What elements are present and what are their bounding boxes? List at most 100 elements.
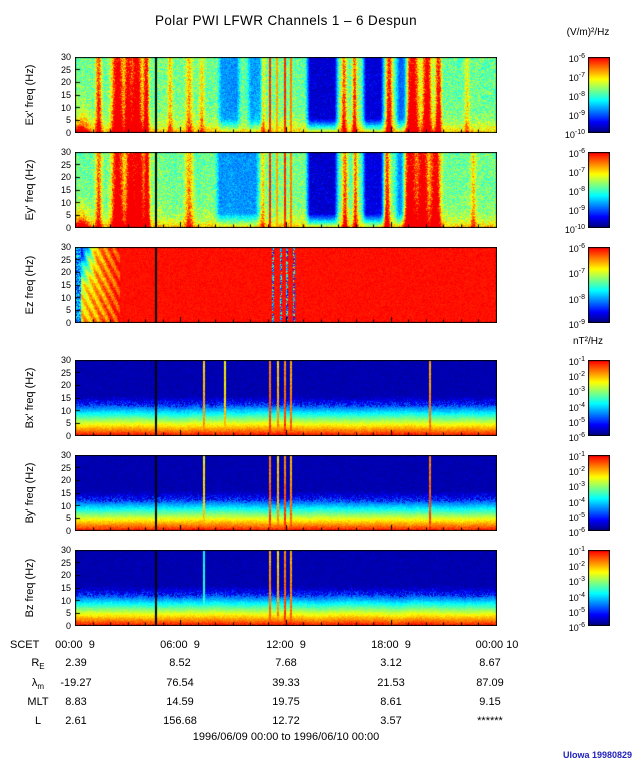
colorbar-tick-label: 10-1 (568, 546, 585, 557)
colorbar-tick-label: 10-8 (568, 293, 585, 305)
colorbar-bx (588, 360, 610, 436)
re-value-3: 3.12 (380, 657, 402, 669)
colorbar-ex (588, 57, 610, 133)
y-tick-label: 15 (60, 90, 71, 100)
ephemeris-row-re: RE 2.39 8.52 7.68 3.12 8.67 (0, 657, 640, 671)
lambda-value-1: 76.54 (166, 677, 194, 689)
y-tick-label: 25 (60, 367, 71, 378)
colorbar-by (588, 455, 610, 531)
ephemeris-row-lambda: λm -19.27 76.54 39.33 21.53 87.09 (0, 677, 640, 691)
x-tick-2: 12:00 9 (266, 639, 306, 651)
colorbar-tick-label: 10-6 (568, 148, 585, 159)
l-value-1: 156.68 (163, 715, 197, 727)
y-axis-label-ex: Ex' freq (Hz) (24, 64, 36, 126)
y-tick-label: 5 (65, 513, 71, 524)
y-tick-label: 20 (60, 570, 71, 581)
x-tick-3: 18:00 9 (371, 639, 411, 651)
lambda-value-2: 39.33 (272, 677, 300, 689)
y-tick-label: 0 (65, 318, 71, 328)
y-tick-label: 30 (60, 147, 71, 157)
mlt-value-1: 14.59 (166, 696, 194, 708)
y-axis-label-ez: Ez freq (Hz) (24, 255, 36, 315)
colorbar-tick-label: 10-3 (568, 386, 585, 398)
y-tick-label: 25 (60, 462, 71, 473)
y-tick-label: 25 (60, 557, 71, 568)
electric-units-label: (V/m)²/Hz (566, 27, 610, 38)
y-tick-label: 5 (65, 418, 71, 429)
y-tick-label: 10 (60, 102, 71, 113)
re-value-4: 8.67 (479, 657, 501, 669)
y-tick-label: 5 (65, 115, 71, 126)
colorbar-tick-label: 10-9 (568, 319, 585, 330)
y-tick-label: 10 (60, 197, 71, 208)
colorbar-tick-label: 10-4 (568, 496, 585, 508)
y-tick-label: 30 (60, 355, 71, 365)
colorbar-tick-label: 10-3 (568, 576, 585, 588)
panel-ex: Ex' freq (Hz) 0 5 10 15 20 25 30 10-6 10-7 10-8 10… (0, 52, 640, 140)
y-tick-label: 20 (60, 172, 71, 183)
colorbar-tick-label: 10-10 (564, 129, 585, 140)
re-value-2: 7.68 (275, 657, 297, 669)
panel-ey: Ey' freq (Hz) 0 5 10 15 20 25 30 10-6 10-7 10-8 10… (0, 147, 640, 235)
colorbar-tick-label: 10-5 (568, 416, 585, 428)
x-tick-4: 00:00 10 (475, 639, 519, 651)
y-tick-label: 20 (60, 380, 71, 391)
colorbar-bz (588, 550, 610, 626)
y-tick-label: 0 (65, 128, 71, 138)
spectrogram-canvas-ez (75, 247, 497, 323)
y-tick-label: 15 (60, 393, 71, 403)
colorbar-tick-label: 10-1 (568, 356, 585, 367)
colorbar-tick-label: 10-1 (568, 451, 585, 462)
ephemeris-row-l: L 2.61 156.68 12.72 3.57 ****** (0, 715, 640, 729)
row-label-re: RE (31, 657, 45, 672)
spectrogram-canvas-bz (75, 550, 497, 626)
y-tick-label: 10 (60, 292, 71, 303)
panel-bz: Bz freq (Hz) 0 5 10 15 20 25 30 10-1 10-2 10-3 10-… (0, 545, 640, 633)
mlt-value-3: 8.61 (380, 696, 402, 708)
x-tick-0: 00:00 9 (55, 639, 95, 651)
x-axis-row: SCET 00:00 9 06:00 9 12:00 9 18:00 9 00:… (0, 639, 640, 653)
re-value-1: 8.52 (169, 657, 191, 669)
y-tick-label: 20 (60, 267, 71, 278)
panel-bx: Bx' freq (Hz) 0 5 10 15 20 25 30 10-1 10-2 10-3 10… (0, 355, 640, 443)
row-label-l: L (34, 715, 42, 727)
lambda-value-0: -19.27 (60, 677, 92, 689)
l-value-3: 3.57 (380, 715, 402, 727)
y-tick-label: 10 (60, 405, 71, 416)
colorbar-tick-label: 10-6 (568, 527, 585, 538)
y-tick-label: 20 (60, 475, 71, 486)
l-value-4: ****** (477, 715, 503, 727)
colorbar-tick-label: 10-7 (568, 167, 585, 178)
spectrogram-canvas-by (75, 455, 497, 531)
y-tick-label: 20 (60, 77, 71, 88)
colorbar-tick-label: 10-10 (564, 224, 585, 235)
panel-by: By' freq (Hz) 0 5 10 15 20 25 30 10-1 10-2 10-3 10… (0, 450, 640, 538)
y-tick-label: 25 (60, 159, 71, 170)
colorbar-tick-label: 10-7 (568, 72, 585, 83)
panel-ez: Ez freq (Hz) 0 5 10 15 20 25 30 10-6 10-7 10-8 10-… (0, 242, 640, 330)
magnetic-units-label: nT²/Hz (573, 336, 603, 347)
colorbar-tick-label: 10-5 (568, 511, 585, 523)
colorbar-ey (588, 152, 610, 228)
lambda-value-3: 21.53 (377, 677, 405, 689)
lambda-value-4: 87.09 (476, 677, 504, 689)
colorbar-tick-label: 10-6 (568, 432, 585, 443)
colorbar-tick-label: 10-9 (568, 110, 585, 121)
colorbar-tick-label: 10-2 (568, 466, 585, 478)
colorbar-tick-label: 10-6 (568, 53, 585, 64)
colorbar-tick-label: 10-7 (568, 268, 585, 280)
colorbar-tick-label: 10-6 (568, 622, 585, 633)
colorbar-tick-label: 10-6 (568, 243, 585, 254)
y-axis-label-bz: Bz freq (Hz) (24, 558, 36, 618)
l-value-2: 12.72 (272, 715, 300, 727)
spectrogram-canvas-ey (75, 152, 497, 228)
y-tick-label: 5 (65, 210, 71, 221)
y-axis-label-by: By' freq (Hz) (24, 462, 36, 524)
colorbar-tick-label: 10-8 (568, 91, 585, 102)
spectrogram-canvas-ex (75, 57, 497, 133)
y-tick-label: 0 (65, 431, 71, 441)
row-label-lambda: λm (31, 677, 45, 692)
colorbar-tick-label: 10-8 (568, 186, 585, 197)
y-axis-label-ey: Ey' freq (Hz) (24, 159, 36, 221)
